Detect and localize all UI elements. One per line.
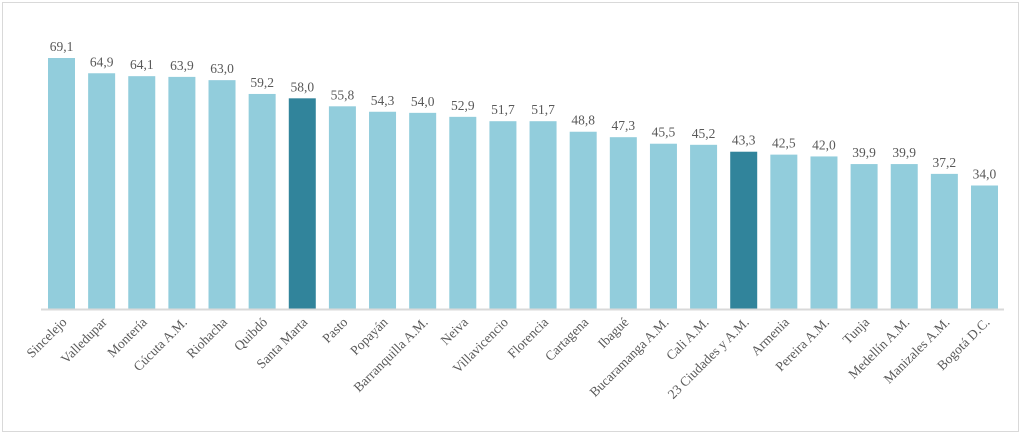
data-label: 51,7: [531, 102, 555, 117]
bar: [128, 76, 156, 310]
bar: [970, 185, 998, 309]
bar: [208, 80, 236, 309]
data-label: 47,3: [612, 118, 636, 133]
bar: [288, 98, 316, 309]
x-tick-label: Barranquilla A.M.: [350, 315, 430, 395]
bar: [569, 131, 597, 309]
bar: [88, 73, 116, 309]
bar: [489, 121, 517, 309]
bar: [328, 106, 356, 309]
bar: [890, 164, 918, 309]
x-tick-label: Riohacha: [183, 315, 230, 362]
data-label: 39,9: [852, 145, 876, 160]
x-tick-label: Cartagena: [542, 315, 591, 364]
data-label: 64,1: [130, 57, 154, 72]
data-label: 34,0: [973, 166, 997, 181]
data-label: 64,9: [90, 54, 114, 69]
data-label: 45,2: [692, 126, 716, 141]
bar: [649, 143, 677, 309]
data-label: 52,9: [451, 98, 475, 113]
data-label: 42,0: [812, 137, 836, 152]
data-label: 69,1: [50, 39, 74, 54]
bar: [810, 156, 838, 309]
bar: [409, 112, 437, 310]
x-tick-label: Pasto: [319, 314, 350, 345]
x-tick-label: Neiva: [438, 315, 471, 348]
data-label: 58,0: [290, 79, 314, 94]
bar: [609, 137, 637, 309]
data-label: 55,8: [331, 87, 355, 102]
bar: [730, 151, 758, 309]
x-tick-label: Tunja: [840, 315, 873, 348]
data-label: 54,0: [411, 94, 435, 109]
data-label: 63,9: [170, 58, 194, 73]
data-label: 37,2: [933, 155, 957, 170]
data-label: 54,3: [371, 93, 395, 108]
chart-frame: [2, 2, 1019, 432]
bar: [690, 144, 718, 309]
bar: [449, 116, 477, 309]
bar: [930, 173, 958, 309]
x-tick-label: Ibagué: [595, 315, 632, 352]
data-label: 63,0: [210, 61, 234, 76]
data-label: 51,7: [491, 102, 515, 117]
data-label: 45,5: [652, 125, 676, 140]
x-tick-label: Quibdó: [231, 314, 270, 353]
bar: [529, 121, 557, 309]
data-label: 42,5: [772, 136, 796, 151]
bar: [770, 154, 798, 309]
data-label: 48,8: [571, 113, 595, 128]
data-label: 43,3: [732, 133, 756, 148]
bar: [48, 58, 75, 309]
bar: [248, 93, 276, 309]
bar: [168, 76, 196, 309]
bar: [850, 164, 878, 309]
bar: [369, 111, 397, 309]
data-label: 39,9: [892, 145, 916, 160]
data-label: 59,2: [250, 75, 274, 90]
